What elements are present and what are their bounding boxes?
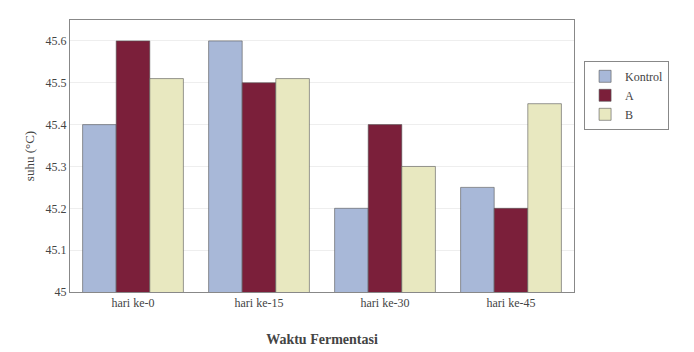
svg-text:B: B (625, 108, 633, 122)
svg-text:Waktu Fermentasi: Waktu Fermentasi (266, 332, 378, 347)
svg-text:hari ke-0: hari ke-0 (112, 296, 155, 310)
svg-text:45.6: 45.6 (46, 34, 67, 48)
svg-text:suhu (°C): suhu (°C) (22, 131, 37, 181)
svg-text:45: 45 (55, 285, 67, 299)
svg-text:45.3: 45.3 (46, 160, 67, 174)
svg-text:hari ke-30: hari ke-30 (361, 296, 410, 310)
svg-text:Kontrol: Kontrol (625, 70, 663, 84)
svg-text:45.1: 45.1 (46, 243, 67, 257)
svg-text:45.5: 45.5 (46, 76, 67, 90)
svg-text:hari ke-45: hari ke-45 (487, 296, 536, 310)
svg-text:45.2: 45.2 (46, 202, 67, 216)
svg-text:hari ke-15: hari ke-15 (235, 296, 284, 310)
svg-text:45.4: 45.4 (46, 118, 67, 132)
svg-text:A: A (625, 89, 634, 103)
